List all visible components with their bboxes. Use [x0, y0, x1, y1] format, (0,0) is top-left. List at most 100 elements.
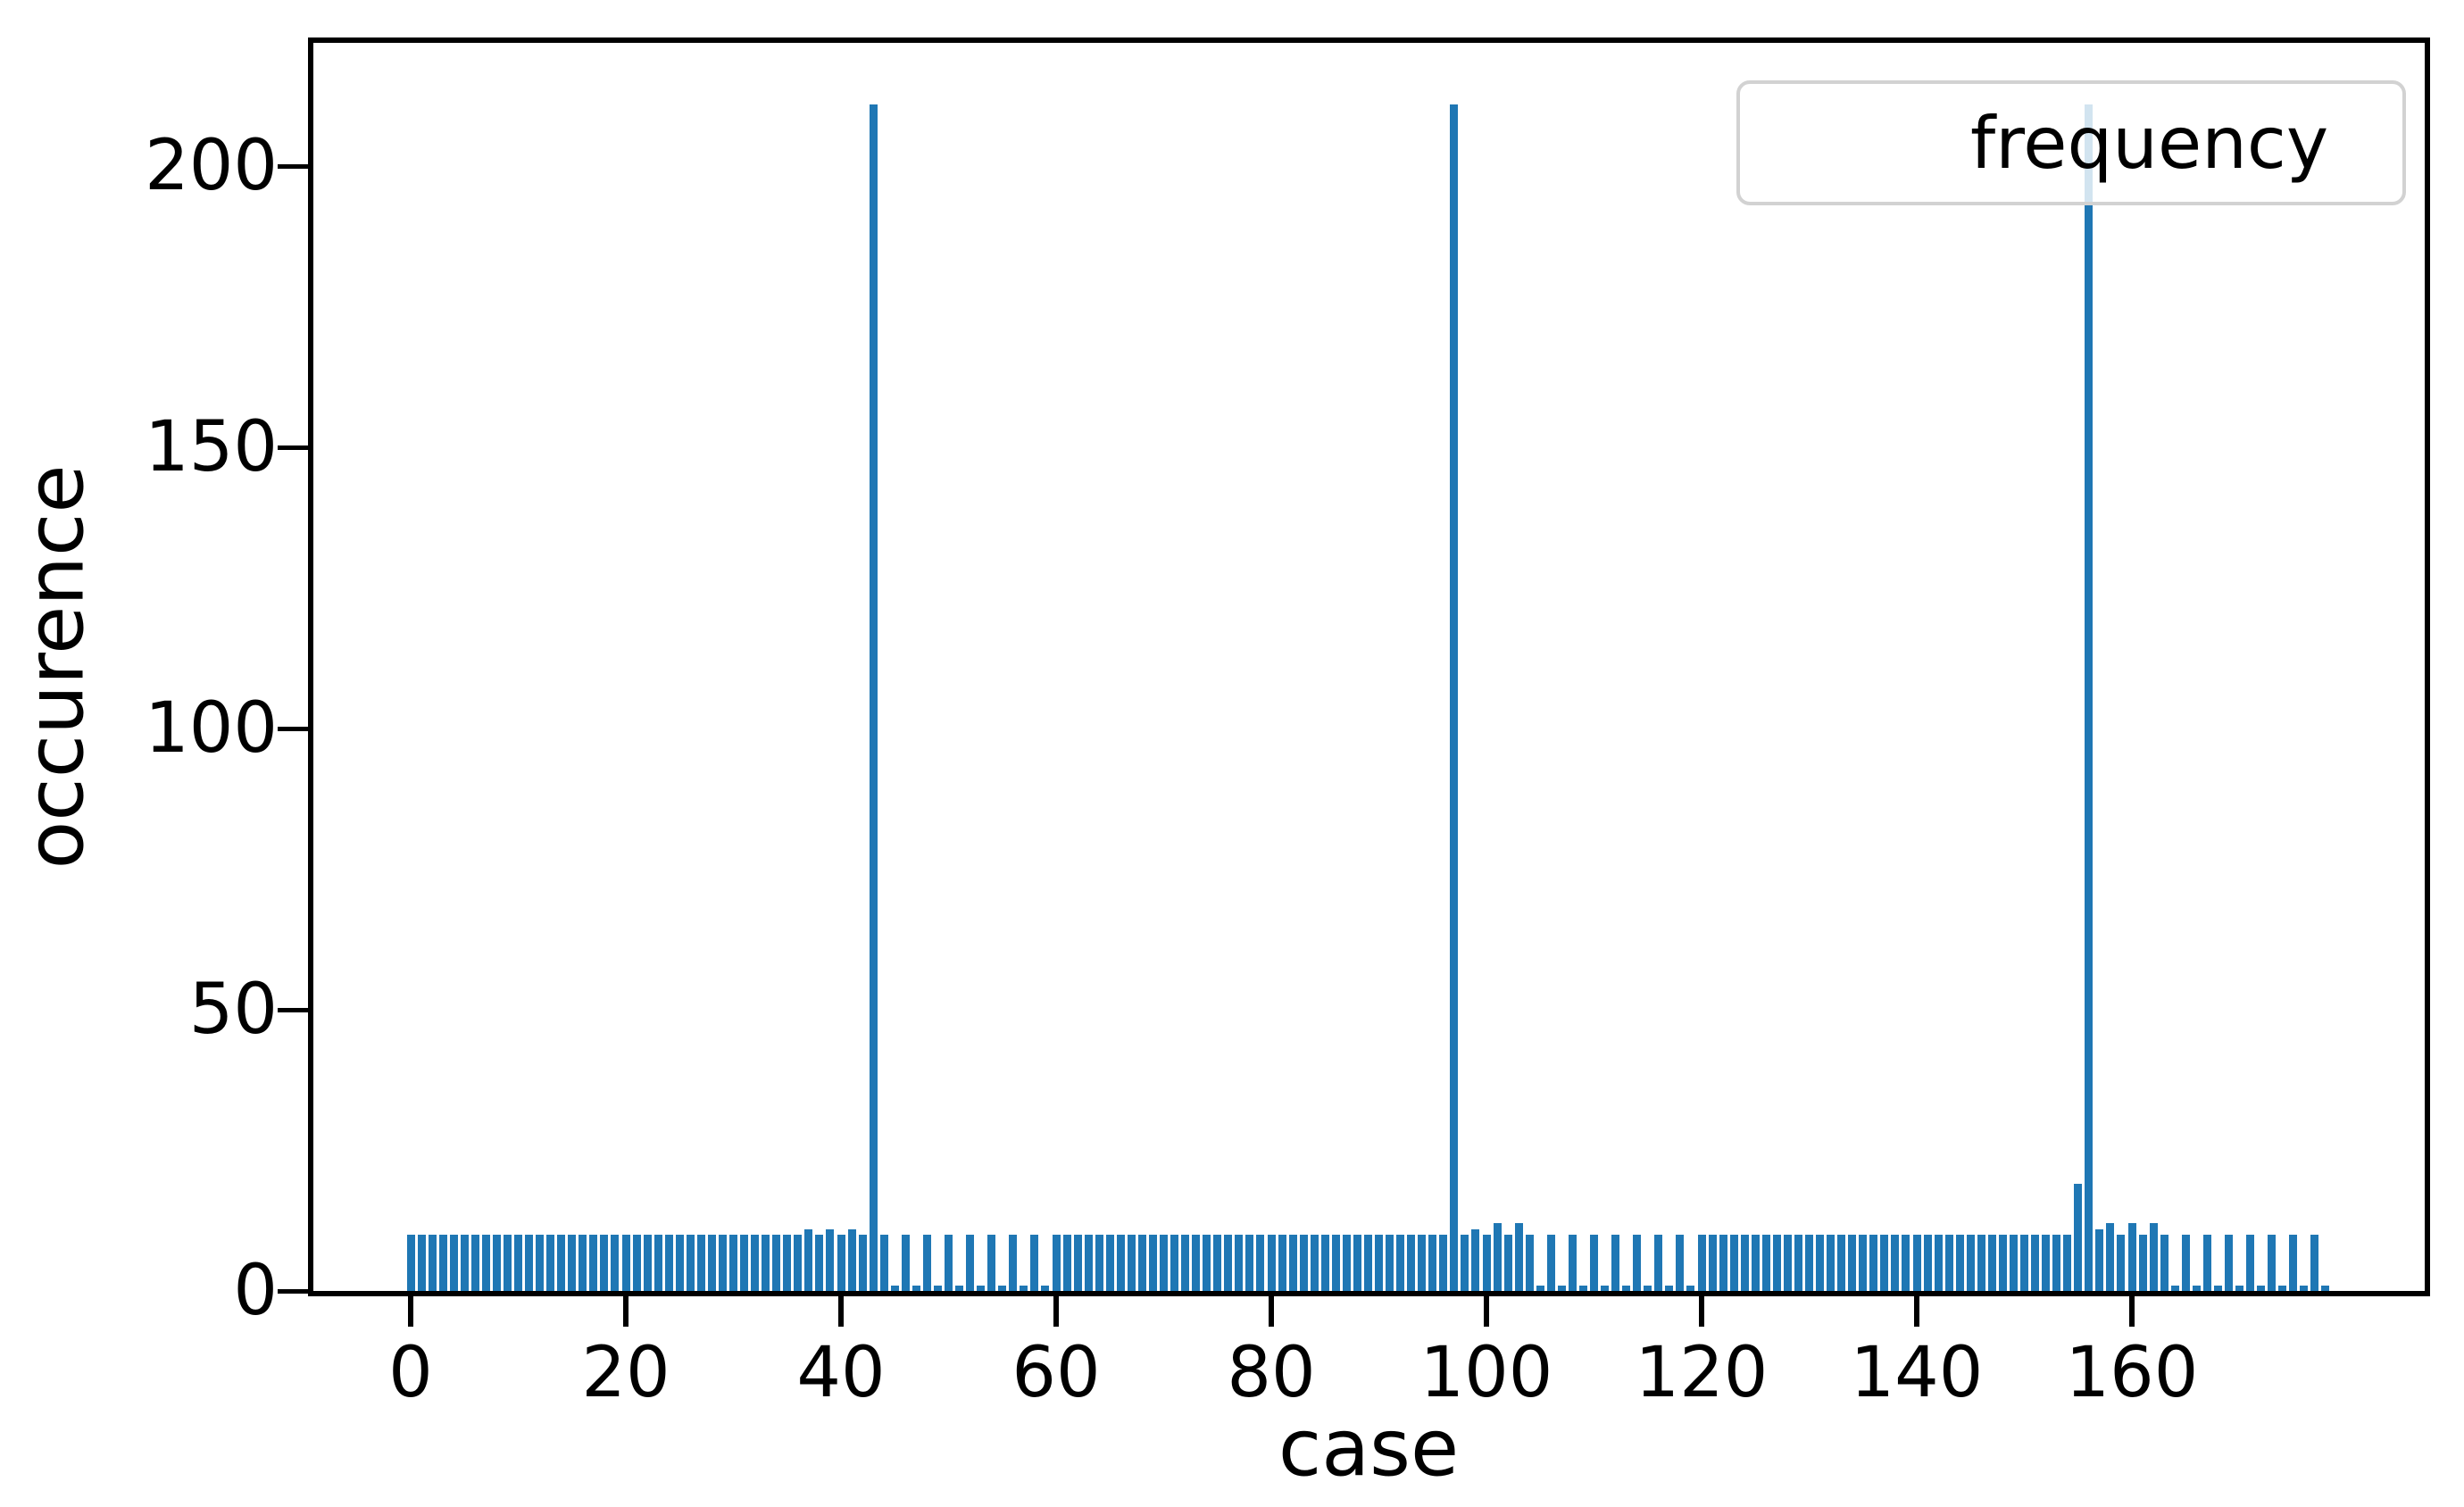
x-tick-label: 0: [388, 1333, 433, 1413]
y-tick: [278, 163, 308, 169]
bar: [1665, 1285, 1674, 1291]
bar: [1160, 1235, 1168, 1291]
bar: [1837, 1235, 1846, 1291]
bar: [2117, 1235, 2126, 1291]
x-tick: [623, 1296, 628, 1327]
bar: [438, 1235, 447, 1291]
x-tick-label: 140: [1850, 1333, 1984, 1413]
bar: [579, 1235, 587, 1291]
x-axis-label: case: [1278, 1402, 1460, 1495]
bar: [1062, 1235, 1071, 1291]
bar: [1934, 1235, 1943, 1291]
bar: [966, 1235, 975, 1291]
bar: [1267, 1235, 1276, 1291]
bar: [406, 1235, 415, 1291]
x-tick: [408, 1296, 413, 1327]
bar: [1676, 1235, 1685, 1291]
x-tick: [1053, 1296, 1059, 1327]
bar: [1137, 1235, 1146, 1291]
bar: [1827, 1235, 1836, 1291]
y-tick: [278, 1288, 308, 1294]
bar: [428, 1235, 437, 1291]
bar: [546, 1235, 555, 1291]
bar: [1751, 1235, 1760, 1291]
x-tick-label: 120: [1635, 1333, 1769, 1413]
bar: [503, 1235, 512, 1291]
bar: [1213, 1235, 1222, 1291]
bar: [2213, 1285, 2222, 1291]
bar: [1955, 1235, 1964, 1291]
y-tick: [278, 726, 308, 731]
y-tick: [278, 1007, 308, 1012]
bar: [1816, 1235, 1825, 1291]
bar: [718, 1235, 727, 1291]
x-tick-label: 20: [581, 1333, 670, 1413]
bar: [1557, 1285, 1566, 1291]
bar: [2202, 1235, 2211, 1291]
bar: [1902, 1235, 1910, 1291]
bar: [977, 1285, 986, 1291]
bar: [664, 1235, 673, 1291]
bar: [1697, 1235, 1706, 1291]
bar: [1729, 1235, 1738, 1291]
bar: [1493, 1223, 1502, 1291]
x-tick-label: 100: [1419, 1333, 1553, 1413]
x-tick: [1484, 1296, 1489, 1327]
bar: [1450, 104, 1459, 1291]
bar: [2268, 1235, 2277, 1291]
x-tick-label: 40: [796, 1333, 886, 1413]
bar: [1310, 1235, 1319, 1291]
bar: [1353, 1235, 1361, 1291]
bar: [1020, 1285, 1028, 1291]
bar: [653, 1235, 662, 1291]
bar: [1514, 1223, 1523, 1291]
bar: [557, 1235, 566, 1291]
bar: [1546, 1235, 1555, 1291]
bar: [2063, 1235, 2072, 1291]
bar: [1805, 1235, 1813, 1291]
bar: [2192, 1285, 2201, 1291]
bar: [837, 1235, 845, 1291]
bar: [1439, 1235, 1448, 1291]
bar: [1116, 1235, 1125, 1291]
bar: [1363, 1235, 1372, 1291]
bar: [2085, 104, 2094, 1291]
x-tick: [1914, 1296, 1919, 1327]
bar: [2149, 1223, 2158, 1291]
bar: [1644, 1285, 1652, 1291]
x-tick: [2129, 1296, 2135, 1327]
bar: [1783, 1235, 1792, 1291]
bar: [1148, 1235, 1157, 1291]
bar: [1105, 1235, 1114, 1291]
bar: [1525, 1235, 1534, 1291]
bar: [417, 1235, 426, 1291]
bar: [1654, 1235, 1663, 1291]
bar: [1331, 1235, 1340, 1291]
bar: [2009, 1235, 2018, 1291]
bar: [2235, 1285, 2243, 1291]
bar: [1686, 1285, 1695, 1291]
bar: [1009, 1235, 1018, 1291]
y-tick-label: 100: [145, 688, 278, 769]
bar: [987, 1235, 996, 1291]
y-tick-label: 50: [188, 970, 278, 1050]
bar: [815, 1235, 824, 1291]
bar: [1235, 1235, 1244, 1291]
x-tick-label: 160: [2065, 1333, 2199, 1413]
y-axis-label: occurence: [9, 464, 102, 870]
bar: [1192, 1235, 1201, 1291]
bar: [998, 1285, 1007, 1291]
bar: [783, 1235, 792, 1291]
bar: [1396, 1235, 1405, 1291]
bar: [2052, 1235, 2061, 1291]
bar: [1977, 1235, 1985, 1291]
bar: [1601, 1285, 1610, 1291]
bar: [933, 1285, 942, 1291]
bar: [2031, 1235, 2040, 1291]
bar: [1740, 1235, 1749, 1291]
bar: [1536, 1285, 1544, 1291]
bar: [481, 1235, 490, 1291]
bar: [1998, 1235, 2007, 1291]
bar: [643, 1235, 652, 1291]
bar: [1568, 1235, 1577, 1291]
